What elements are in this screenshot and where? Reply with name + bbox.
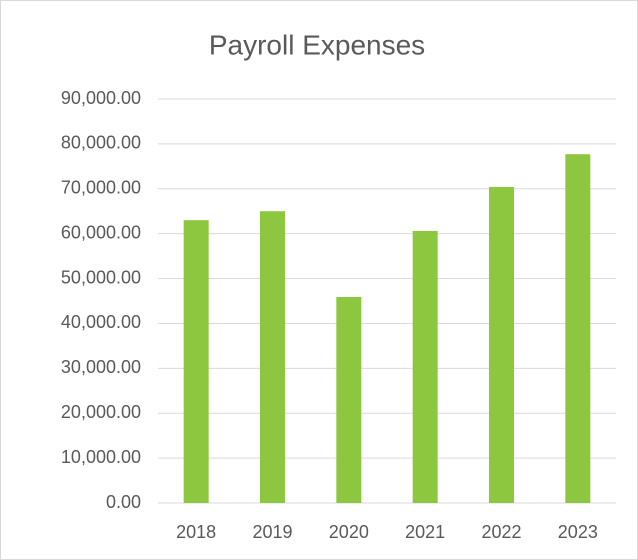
y-tick-label: 30,000.00 — [61, 357, 141, 377]
bar — [260, 211, 285, 503]
bar — [412, 230, 438, 503]
x-tick-label: 2023 — [558, 522, 598, 542]
y-tick-label: 70,000.00 — [61, 178, 141, 198]
y-tick-label: 40,000.00 — [61, 312, 141, 332]
x-tick-label: 2018 — [176, 522, 216, 542]
y-tick-label: 50,000.00 — [61, 267, 141, 287]
bar — [183, 220, 209, 503]
x-tick-label: 2022 — [481, 522, 521, 542]
bar — [565, 154, 591, 504]
x-tick-label: 2019 — [252, 522, 292, 542]
y-tick-label: 0.00 — [106, 492, 141, 512]
bar — [336, 296, 362, 503]
y-tick-label: 10,000.00 — [61, 447, 141, 467]
y-tick-label: 80,000.00 — [61, 133, 141, 153]
chart-title: Payroll Expenses — [209, 29, 425, 60]
x-tick-label: 2021 — [405, 522, 445, 542]
y-tick-label: 20,000.00 — [61, 402, 141, 422]
y-tick-label: 90,000.00 — [61, 88, 141, 108]
bar — [489, 186, 514, 503]
y-tick-label: 60,000.00 — [61, 222, 141, 242]
x-tick-label: 2020 — [329, 522, 369, 542]
